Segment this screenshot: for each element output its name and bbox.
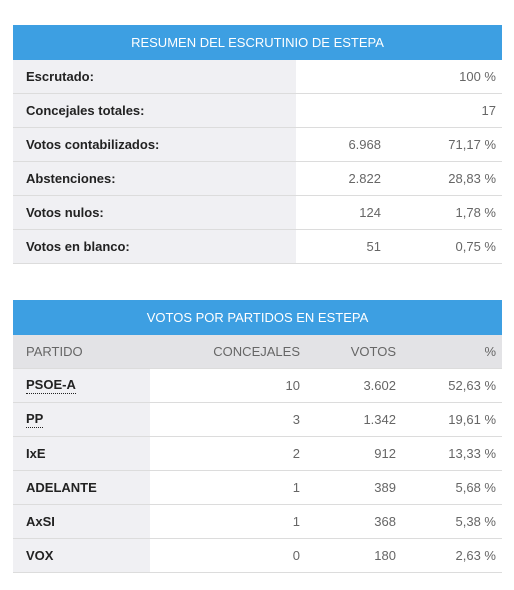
cell: 912 [374, 446, 396, 461]
percent: 17 [481, 103, 496, 118]
label-bg [13, 437, 150, 470]
cell: 19,61 % [448, 412, 496, 427]
party-name[interactable]: PP [26, 411, 44, 428]
column-header: CONCEJALES [213, 344, 300, 359]
cell: 10 [285, 378, 300, 393]
label-bg [13, 94, 296, 127]
label-bg [13, 128, 296, 161]
label-bg [13, 162, 296, 195]
party-name: IxE [26, 446, 46, 461]
count: 124 [359, 205, 381, 220]
row-label: Escrutado: [26, 69, 94, 84]
column-header: % [484, 344, 496, 359]
row-label: Votos en blanco: [26, 239, 130, 254]
label-bg [13, 196, 296, 229]
cell: 13,33 % [448, 446, 496, 461]
row-label: Concejales totales: [26, 103, 145, 118]
cell: 1.342 [363, 412, 396, 427]
summary-row: Abstenciones: 2.822 28,83 % [13, 162, 502, 196]
party-row: ADELANTE 1 389 5,68 % [13, 471, 502, 505]
label-bg [13, 60, 296, 93]
party-name[interactable]: PSOE-A [26, 377, 76, 394]
count: 6.968 [348, 137, 381, 152]
column-header: PARTIDO [26, 344, 83, 359]
party-name: AxSI [26, 514, 55, 529]
percent: 0,75 % [455, 239, 496, 254]
party-name: VOX [26, 548, 54, 563]
cell: 52,63 % [448, 378, 496, 393]
percent: 28,83 % [448, 171, 496, 186]
party-row: PSOE-A 10 3.602 52,63 % [13, 369, 502, 403]
label-bg [13, 230, 296, 263]
cell: 0 [292, 548, 300, 563]
summary-row: Votos en blanco: 51 0,75 % [13, 230, 502, 264]
party-row: AxSI 1 368 5,38 % [13, 505, 502, 539]
summary-row: Votos contabilizados: 6.968 71,17 % [13, 128, 502, 162]
row-label: Votos nulos: [26, 205, 104, 220]
label-bg [13, 403, 150, 436]
party-row: IxE 2 912 13,33 % [13, 437, 502, 471]
count: 51 [366, 239, 381, 254]
column-header-row: PARTIDO CONCEJALES VOTOS% [13, 335, 502, 369]
summary-row: Votos nulos: 124 1,78 % [13, 196, 502, 230]
party-row: PP 3 1.342 19,61 % [13, 403, 502, 437]
percent: 1,78 % [455, 205, 496, 220]
label-bg [13, 505, 150, 538]
cell: 180 [374, 548, 396, 563]
cell: 5,68 % [455, 480, 496, 495]
summary-table: RESUMEN DEL ESCRUTINIO DE ESTEPA Escruta… [13, 25, 502, 264]
percent: 100 % [459, 69, 496, 84]
parties-table: VOTOS POR PARTIDOS EN ESTEPA PARTIDO CONC… [13, 300, 502, 573]
cell: 1 [292, 480, 300, 495]
label-bg [13, 539, 150, 572]
party-row: VOX 0 180 2,63 % [13, 539, 502, 573]
count: 2.822 [348, 171, 381, 186]
cell: 3 [292, 412, 300, 427]
label-bg [13, 471, 150, 504]
summary-row: Escrutado: 100 % [13, 60, 502, 94]
label-bg [13, 369, 150, 402]
cell: 3.602 [363, 378, 396, 393]
row-label: Abstenciones: [26, 171, 116, 186]
cell: 5,38 % [455, 514, 496, 529]
party-name: ADELANTE [26, 480, 97, 495]
cell: 2 [292, 446, 300, 461]
summary-row: Concejales totales: 17 [13, 94, 502, 128]
cell: 2,63 % [455, 548, 496, 563]
row-label: Votos contabilizados: [26, 137, 160, 152]
cell: 1 [292, 514, 300, 529]
cell: 368 [374, 514, 396, 529]
column-header: VOTOS [350, 344, 396, 359]
parties-title: VOTOS POR PARTIDOS EN ESTEPA [13, 300, 502, 335]
cell: 389 [374, 480, 396, 495]
percent: 71,17 % [448, 137, 496, 152]
summary-title: RESUMEN DEL ESCRUTINIO DE ESTEPA [13, 25, 502, 60]
